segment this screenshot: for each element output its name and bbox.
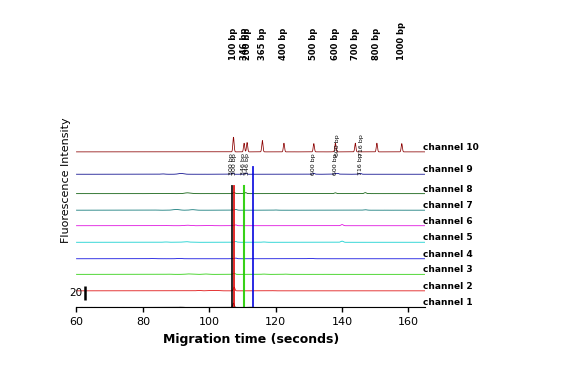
Text: channel 10: channel 10 <box>424 143 479 152</box>
Text: channel 9: channel 9 <box>424 165 473 174</box>
Text: channel 7: channel 7 <box>424 201 473 210</box>
Text: 800 bp: 800 bp <box>373 28 381 60</box>
Text: channel 5: channel 5 <box>424 233 473 243</box>
Text: 346 bp: 346 bp <box>241 153 246 176</box>
Text: 346 bp: 346 bp <box>245 153 250 176</box>
Text: 500 bp: 500 bp <box>309 27 319 60</box>
Text: channel 3: channel 3 <box>424 265 473 275</box>
Text: 100 bp: 100 bp <box>229 27 238 60</box>
Text: 716 bp: 716 bp <box>358 154 363 176</box>
Text: 20: 20 <box>69 288 82 298</box>
Text: 600 bp: 600 bp <box>311 154 316 176</box>
Text: channel 2: channel 2 <box>424 282 473 291</box>
Text: channel 4: channel 4 <box>424 250 473 259</box>
Text: 300 bp: 300 bp <box>230 154 234 176</box>
Text: 700 bp: 700 bp <box>351 28 360 60</box>
Text: 600 bp: 600 bp <box>331 27 340 60</box>
Text: channel 8: channel 8 <box>424 185 473 194</box>
Text: 300 bp: 300 bp <box>232 154 237 176</box>
Text: 600 bp: 600 bp <box>335 134 340 156</box>
Text: channel 6: channel 6 <box>424 217 473 226</box>
Text: 600 bp: 600 bp <box>333 154 338 176</box>
Y-axis label: Fluorescence Intensity: Fluorescence Intensity <box>61 117 71 243</box>
Text: 200 bp: 200 bp <box>243 27 252 60</box>
X-axis label: Migration time (seconds): Migration time (seconds) <box>162 333 339 346</box>
Text: 1000 bp: 1000 bp <box>397 22 406 60</box>
Text: 716 bp: 716 bp <box>359 134 364 156</box>
Text: 400 bp: 400 bp <box>280 27 289 60</box>
Text: channel 1: channel 1 <box>424 298 473 308</box>
Text: 346 bp: 346 bp <box>239 27 249 60</box>
Text: 365 bp: 365 bp <box>258 27 267 60</box>
